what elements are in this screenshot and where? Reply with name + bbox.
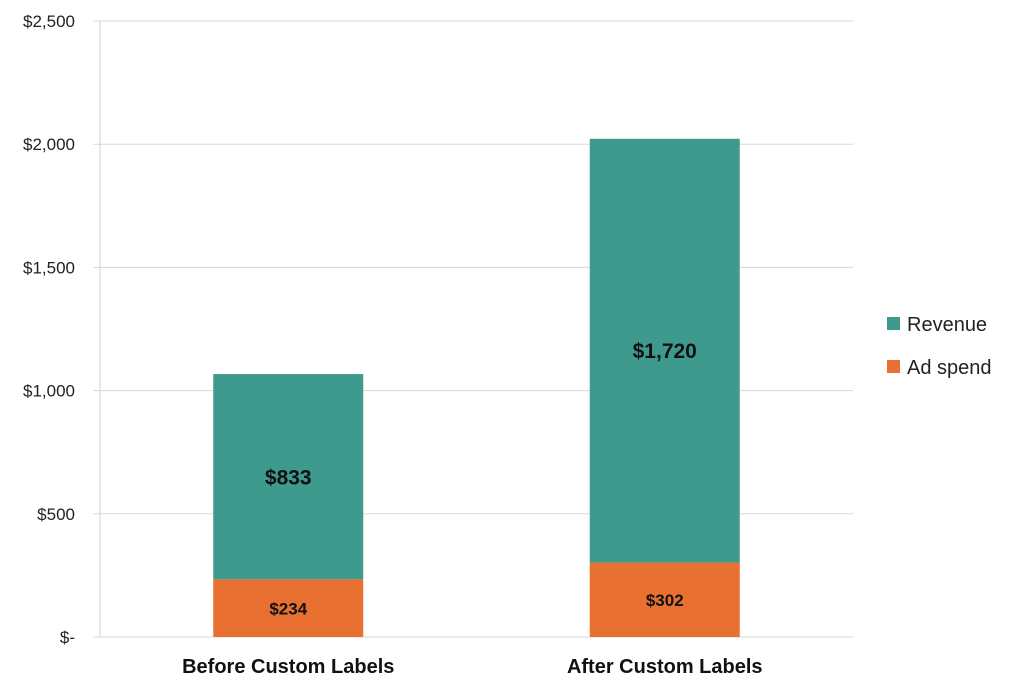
y-tick-label: $2,000 [23,135,75,154]
legend: Revenue Ad spend [887,314,992,379]
data-label: $1,720 [633,340,697,363]
legend-label: Revenue [907,314,987,336]
legend-swatch [887,317,900,330]
data-label: $234 [269,599,307,618]
y-tick-label: $1,500 [23,258,75,277]
x-category-label: After Custom Labels [567,656,763,678]
legend-label: Ad spend [907,357,992,379]
bar-segment-revenue [589,138,740,563]
axes: $- $500 $1,000 $1,500 $2,000 $2,500 Before Cus… [23,12,763,678]
legend-swatch [887,360,900,373]
y-tick-label: $500 [37,505,75,524]
bar-segment-ad-spend [589,562,740,637]
bar-segment-revenue [213,374,364,580]
bars [213,138,740,637]
data-labels: $234 $833 $302 $1,720 [265,340,697,618]
y-tick-label: $2,500 [23,12,75,31]
data-label: $833 [265,466,312,489]
y-tick-label: $- [60,628,75,647]
x-category-label: Before Custom Labels [182,656,394,678]
y-tick-label: $1,000 [23,382,75,401]
bar-segment-ad-spend [213,579,364,637]
data-label: $302 [646,591,684,610]
